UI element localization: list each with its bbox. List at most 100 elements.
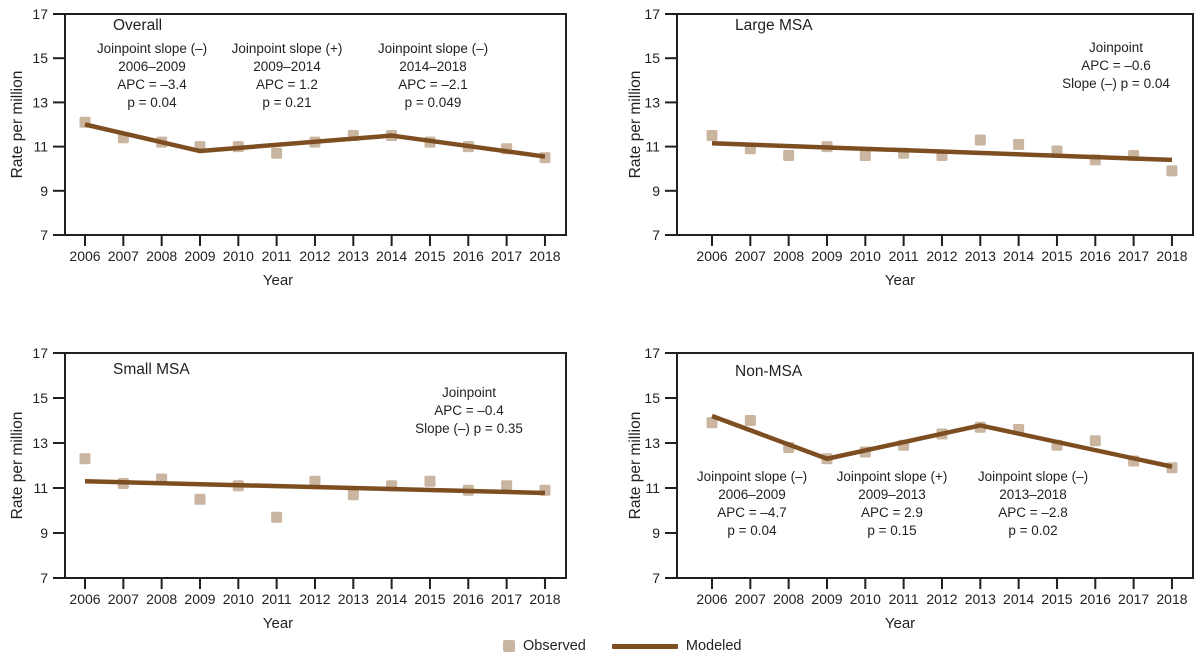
- x-tick-label: 2013: [965, 248, 996, 264]
- y-tick-label: 7: [40, 570, 48, 586]
- observed-point: [744, 415, 756, 426]
- observed-point: [783, 149, 795, 161]
- x-axis-title: Year: [885, 272, 915, 289]
- y-tick-label: 17: [644, 6, 660, 22]
- annotation-line: APC = –3.4: [117, 77, 187, 92]
- x-tick-label: 2008: [146, 248, 177, 264]
- y-tick-label: 11: [645, 139, 660, 155]
- x-tick-label: 2014: [1003, 248, 1034, 264]
- y-tick-label: 13: [644, 94, 660, 110]
- x-tick-label: 2009: [811, 591, 842, 607]
- modeled-line: [84, 122, 546, 159]
- observed-point: [706, 417, 718, 429]
- x-tick-label: 2012: [299, 248, 330, 264]
- x-tick-label: 2015: [414, 591, 445, 607]
- y-axis-title: Rate per million: [9, 71, 26, 179]
- legend-item-observed: Observed: [503, 638, 586, 654]
- x-tick-label: 2014: [1003, 591, 1034, 607]
- y-tick-label: 11: [33, 480, 48, 496]
- x-tick-label: 2017: [491, 591, 522, 607]
- y-tick-label: 9: [40, 525, 48, 541]
- modeled-line: [711, 141, 1173, 163]
- annotation-line: Joinpoint slope (+): [232, 41, 343, 56]
- y-tick-label: 9: [40, 183, 48, 199]
- panel-small-msa: 7 9 11 13 15 17 2006 2007 2008 2009 2010 2011 2012 20…: [9, 345, 567, 632]
- x-tick-label: 2017: [1118, 248, 1149, 264]
- x-tick-label: 2010: [223, 591, 254, 607]
- observed-point: [271, 147, 283, 159]
- annotation-line: p = 0.15: [867, 523, 916, 538]
- annotation-line: Joinpoint slope (+): [837, 469, 948, 484]
- annotation-line: p = 0.02: [1008, 523, 1057, 538]
- y-tick-label: 9: [652, 525, 660, 541]
- x-tick-label: 2006: [696, 248, 727, 264]
- observed-swatch-icon: [503, 640, 515, 652]
- annotation-line: APC = –2.8: [998, 505, 1067, 520]
- annotation-line: APC = –2.1: [398, 77, 467, 92]
- annotation-line: Slope (–) p = 0.04: [1062, 76, 1170, 91]
- x-tick-label: 2009: [184, 248, 215, 264]
- x-tick-label: 2011: [262, 591, 292, 607]
- annotation-line: Joinpoint: [1089, 40, 1143, 55]
- legend-item-modeled: Modeled: [611, 638, 742, 654]
- y-tick-label: 9: [652, 183, 660, 199]
- observed-point: [706, 130, 718, 142]
- x-tick-label: 2010: [223, 248, 254, 264]
- x-tick-label: 2017: [491, 248, 522, 264]
- x-tick-label: 2007: [108, 248, 139, 264]
- x-tick-label: 2018: [529, 591, 560, 607]
- panel-large-msa: 7 9 11 13 15 17 2006 2007 2008 2009 2010 2011 2012 20…: [627, 6, 1194, 289]
- y-tick-label: 15: [32, 50, 48, 66]
- annotation-line: p = 0.04: [127, 95, 177, 110]
- x-tick-label: 2010: [850, 591, 881, 607]
- x-tick-label: 2007: [735, 591, 766, 607]
- observed-point: [1089, 435, 1101, 447]
- x-tick-label: 2017: [1118, 591, 1149, 607]
- x-tick-label: 2016: [1080, 591, 1111, 607]
- y-tick-label: 7: [652, 227, 660, 243]
- x-tick-label: 2010: [850, 248, 881, 264]
- annotation-line: 2009–2013: [858, 487, 926, 502]
- annotation-line: Joinpoint slope (–): [978, 469, 1088, 484]
- x-tick-label: 2008: [773, 591, 804, 607]
- legend-modeled-label: Modeled: [685, 638, 742, 654]
- observed-point: [271, 511, 283, 523]
- observed-point: [79, 453, 91, 465]
- annotation-line: 2006–2009: [118, 59, 186, 74]
- annotation-line: p = 0.04: [727, 523, 777, 538]
- y-tick-label: 17: [32, 6, 48, 22]
- observed-point: [309, 475, 321, 487]
- modeled-swatch-icon: [611, 643, 678, 649]
- annotation-line: APC = –0.6: [1081, 58, 1150, 73]
- x-tick-label: 2015: [1041, 248, 1072, 264]
- x-tick-label: 2011: [262, 248, 292, 264]
- annotation-line: Joinpoint: [442, 385, 496, 400]
- annotation-line: 2009–2014: [253, 59, 321, 74]
- x-tick-label: 2016: [1080, 248, 1111, 264]
- observed-point: [859, 149, 871, 161]
- panel-non-msa: 7 9 11 13 15 17 2006 2007 2008 2009 2010 2011 2012 20…: [627, 345, 1194, 632]
- annotation-line: 2006–2009: [718, 487, 786, 502]
- y-axis-title: Rate per million: [627, 71, 644, 179]
- x-tick-label: 2006: [69, 248, 100, 264]
- x-tick-label: 2015: [1041, 591, 1072, 607]
- plot-frame: [676, 352, 1194, 579]
- x-tick-label: 2006: [696, 591, 727, 607]
- x-tick-label: 2013: [338, 591, 369, 607]
- panel-title: Small MSA: [113, 361, 190, 378]
- plot-frame: [64, 352, 567, 579]
- annotation-line: p = 0.21: [262, 95, 311, 110]
- annotation-line: 2014–2018: [399, 59, 467, 74]
- panel-title: Overall: [113, 17, 162, 34]
- x-tick-label: 2013: [965, 591, 996, 607]
- legend: Observed Modeled: [503, 638, 742, 654]
- y-tick-label: 13: [32, 94, 48, 110]
- y-tick-label: 7: [40, 227, 48, 243]
- y-tick-label: 15: [644, 50, 660, 66]
- x-tick-label: 2012: [926, 591, 957, 607]
- x-tick-label: 2018: [529, 248, 560, 264]
- modeled-line: [84, 479, 546, 496]
- y-tick-label: 17: [32, 345, 48, 361]
- y-tick-label: 11: [645, 480, 660, 496]
